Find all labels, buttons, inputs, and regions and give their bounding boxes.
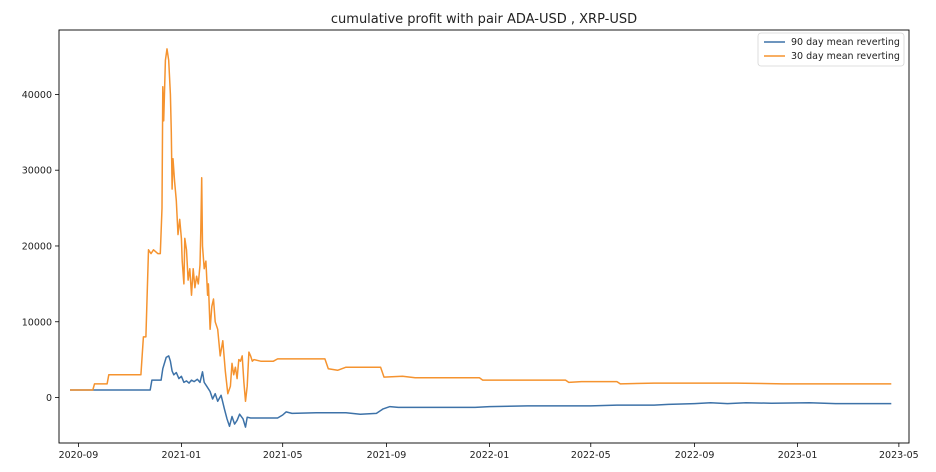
plot-area [58,29,910,444]
x-tick-label-0: 2020-09 [59,450,99,461]
y-tick-label-2: 20000 [22,241,52,252]
chart-title: cumulative profit with pair ADA-USD , XR… [331,12,637,27]
y-tick-label-0: 0 [46,393,52,404]
x-tick-label-6: 2022-09 [675,450,715,461]
series-line-1 [70,48,892,403]
x-tick-label-1: 2021-01 [162,450,202,461]
series-layer [70,48,892,428]
legend-label-30-day: 30 day mean reverting [791,51,900,62]
x-tick-label-2: 2021-05 [263,450,303,461]
series-line-0 [70,355,892,428]
y-tick-label-4: 40000 [22,90,52,101]
legend-label-90-day: 90 day mean reverting [791,37,900,48]
x-tick-label-7: 2023-01 [778,450,818,461]
x-tick-label-5: 2022-05 [571,450,611,461]
y-tick-label-1: 10000 [22,317,52,328]
y-tick-label-3: 30000 [22,166,52,177]
x-tick-label-8: 2023-05 [879,450,919,461]
x-tick-label-3: 2021-09 [367,450,407,461]
x-tick-label-4: 2022-01 [470,450,510,461]
legend-box [757,32,905,67]
axes: 2020-09 2021-01 2021-05 2021-09 2022-01 2022-… [22,90,919,461]
legend: 90 day mean reverting 30 day mean revert… [757,32,905,67]
